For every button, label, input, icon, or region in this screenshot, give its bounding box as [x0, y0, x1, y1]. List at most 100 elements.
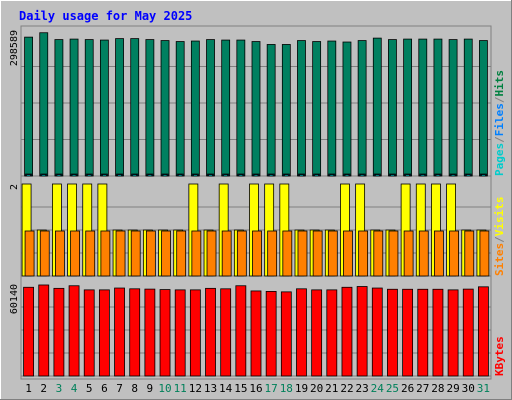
- legend-bottom: KBytes: [493, 336, 506, 376]
- x-tick-label: 4: [71, 382, 78, 395]
- x-tick-label: 15: [234, 382, 247, 395]
- x-tick-label: 11: [174, 382, 187, 395]
- bar-sites: [327, 230, 338, 277]
- bar-hits: [190, 40, 200, 177]
- bar-sites: [236, 230, 247, 277]
- bar-sites: [206, 230, 217, 277]
- bar-hits: [266, 44, 276, 177]
- bar-sites: [161, 230, 171, 277]
- bar-kbytes: [280, 291, 292, 377]
- x-tick-label: 12: [189, 382, 202, 395]
- bar-kbytes: [326, 289, 338, 377]
- x-tick-label: 10: [158, 382, 171, 395]
- bar-kbytes: [478, 286, 489, 377]
- bar-sites: [176, 230, 187, 277]
- bar-hits: [54, 39, 64, 177]
- x-tick-label: 29: [446, 382, 459, 395]
- bar-kbytes: [220, 288, 232, 377]
- x-tick-label: 20: [310, 382, 323, 395]
- bar-hits: [433, 38, 443, 177]
- bar-kbytes: [23, 286, 34, 377]
- bar-sites: [403, 230, 414, 277]
- bar-sites: [358, 230, 369, 277]
- bar-pages: [86, 174, 92, 177]
- bar-sites: [221, 230, 232, 277]
- legend-entry: /: [493, 236, 506, 243]
- bar-pages: [435, 174, 441, 177]
- bar-pages: [405, 174, 411, 177]
- x-tick-label: 16: [249, 382, 262, 395]
- bar-hits: [281, 44, 291, 177]
- bar-pages: [26, 174, 31, 177]
- bar-kbytes: [462, 288, 474, 377]
- panel-bottom: 60140 KBytes: [9, 284, 506, 377]
- bar-sites: [479, 230, 490, 277]
- bar-pages: [71, 174, 77, 177]
- x-tick-label: 22: [340, 382, 353, 395]
- x-tick-label: 28: [431, 382, 444, 395]
- bar-hits: [145, 39, 155, 177]
- bar-pages: [329, 174, 335, 177]
- bar-hits: [297, 40, 306, 177]
- x-tick-label: 24: [371, 382, 385, 395]
- bar-sites: [39, 230, 50, 277]
- bar-pages: [450, 174, 456, 177]
- bar-pages: [208, 174, 213, 177]
- bar-pages: [101, 174, 107, 177]
- bar-pages: [268, 174, 274, 177]
- legend-entry: /: [493, 136, 506, 143]
- bar-pages: [299, 174, 304, 177]
- bar-kbytes: [83, 289, 95, 377]
- bar-kbytes: [356, 286, 368, 377]
- bar-sites: [343, 230, 353, 277]
- bar-sites: [24, 230, 35, 277]
- bar-sites: [297, 230, 308, 277]
- bar-sites: [373, 230, 384, 277]
- y-max-label: 60140: [9, 284, 20, 314]
- x-tick-label: 27: [416, 382, 429, 395]
- bar-pages: [314, 174, 320, 177]
- bar-kbytes: [387, 288, 398, 377]
- bar-kbytes: [68, 285, 80, 377]
- x-tick-label: 7: [116, 382, 123, 395]
- chart-panels: 298589Pages/Files/Hits2Sites/Visits60140…: [9, 30, 506, 377]
- bar-pages: [465, 174, 471, 177]
- bar-hits: [418, 38, 428, 177]
- bar-hits: [327, 40, 337, 177]
- bar-kbytes: [402, 288, 414, 377]
- bar-pages: [359, 174, 365, 177]
- bar-pages: [41, 174, 47, 177]
- x-tick-label: 2: [40, 382, 47, 395]
- bar-hits: [99, 39, 109, 177]
- bar-kbytes: [341, 286, 353, 377]
- bar-hits: [84, 39, 94, 177]
- bar-pages: [56, 174, 62, 177]
- bar-hits: [251, 41, 261, 177]
- bar-kbytes: [296, 288, 307, 377]
- bar-hits: [206, 39, 215, 177]
- x-tick-label: 25: [386, 382, 399, 395]
- bar-pages: [253, 174, 259, 177]
- bar-kbytes: [144, 288, 156, 377]
- bar-hits: [463, 38, 473, 177]
- bar-kbytes: [371, 287, 383, 377]
- bar-sites: [55, 230, 65, 277]
- bar-pages: [374, 174, 380, 177]
- bar-pages: [162, 174, 168, 177]
- bar-hits: [160, 40, 170, 177]
- x-tick-label: 26: [401, 382, 414, 395]
- bar-pages: [344, 174, 350, 177]
- bar-hits: [448, 39, 458, 177]
- bar-sites: [130, 230, 141, 277]
- bar-kbytes: [114, 287, 125, 377]
- x-tick-label: 21: [325, 382, 338, 395]
- bar-sites: [85, 230, 96, 277]
- legend-entry: /: [493, 96, 506, 103]
- bar-sites: [449, 230, 459, 277]
- bar-pages: [177, 174, 183, 177]
- bar-sites: [145, 230, 156, 277]
- legend-entry: Visits: [493, 197, 506, 237]
- x-tick-label: 17: [265, 382, 278, 395]
- bar-sites: [464, 230, 475, 277]
